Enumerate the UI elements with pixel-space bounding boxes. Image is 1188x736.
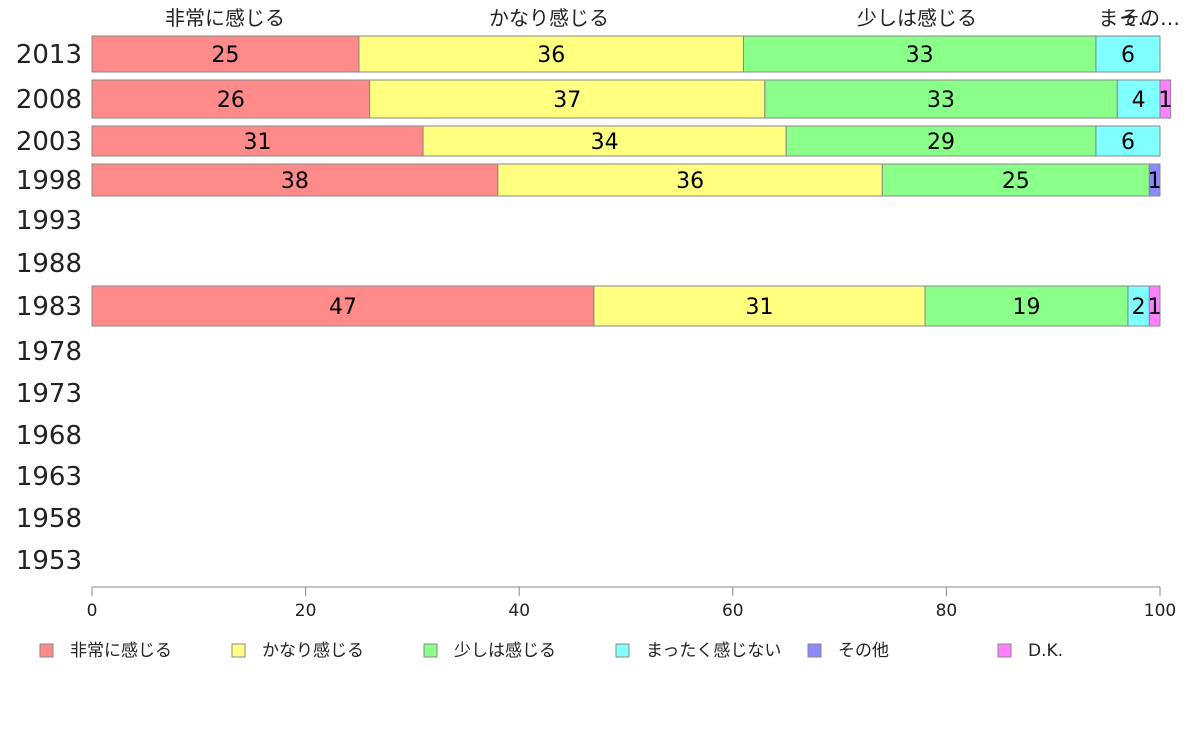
- bar-value-2008-5: 1: [1158, 88, 1172, 113]
- year-label-1968: 1968: [16, 421, 82, 451]
- bar-value-1983-0: 47: [329, 295, 357, 320]
- bar-value-2008-1: 37: [553, 88, 581, 113]
- legend: 非常に感じる かなり感じる 少しは感じる まったく感じない その他 D.K.: [39, 641, 1063, 661]
- bar-value-1983-3: 2: [1132, 295, 1146, 320]
- bar-2013-2: [742, 35, 1097, 73]
- bar-value-1998-2: 25: [1002, 169, 1030, 194]
- bar-value-2003-3: 6: [1121, 130, 1135, 155]
- top-label-2: 少しは感じる: [857, 6, 977, 30]
- year-label-1988: 1988: [16, 249, 82, 279]
- bar-2013-0: [91, 35, 360, 73]
- x-tick-label-60: 60: [722, 601, 744, 621]
- bar-value-2003-2: 29: [927, 130, 955, 155]
- bar-2003-3: [1095, 125, 1161, 157]
- bars-area: 25 36 33 626 37 33 4 131 34 29 638 36 25 147 31 19 2 1: [91, 35, 1172, 327]
- x-tick-label-0: 0: [87, 601, 98, 621]
- bar-value-2008-3: 4: [1132, 88, 1146, 113]
- x-axis: 0 20 40 60 80 100: [87, 586, 1176, 621]
- bar-2008-3: [1116, 79, 1161, 119]
- bar-1983-1: [593, 285, 926, 327]
- x-tick-label-20: 20: [295, 601, 317, 621]
- top-label-4: その…: [1120, 6, 1180, 30]
- bar-1983-0: [91, 285, 595, 327]
- year-label-2013: 2013: [16, 40, 82, 70]
- bar-value-2013-2: 33: [906, 43, 934, 68]
- legend-swatch-3: [615, 643, 630, 658]
- bar-value-2003-1: 34: [591, 130, 619, 155]
- legend-label-3: まったく感じない: [646, 641, 781, 661]
- top-category-labels: 非常に感じる かなり感じる 少しは感じる まっ…その…: [165, 6, 1180, 30]
- bar-1998-4: [1148, 163, 1161, 197]
- bar-value-2003-0: 31: [244, 130, 272, 155]
- bar-value-2008-0: 26: [217, 88, 245, 113]
- bar-value-2008-2: 33: [927, 88, 955, 113]
- bar-1983-5: [1148, 285, 1161, 327]
- year-label-2003: 2003: [16, 127, 82, 157]
- year-label-1993: 1993: [16, 206, 82, 236]
- top-label-0: 非常に感じる: [165, 6, 285, 30]
- bar-1998-1: [497, 163, 883, 197]
- legend-label-0: 非常に感じる: [70, 641, 172, 661]
- top-label-3: まっ…: [1098, 6, 1157, 30]
- bar-2003-2: [785, 125, 1097, 157]
- year-label-1958: 1958: [16, 504, 82, 534]
- year-axis-labels: 2013 2008 2003 1998 1993 1988 1983 1978 1973 1968…: [16, 40, 82, 576]
- bar-value-1983-5: 1: [1148, 295, 1162, 320]
- bar-value-2013-0: 25: [212, 43, 240, 68]
- legend-label-1: かなり感じる: [262, 641, 364, 661]
- bar-2003-1: [422, 125, 787, 157]
- bar-value-2013-3: 6: [1121, 43, 1135, 68]
- bar-2013-3: [1095, 35, 1161, 73]
- legend-label-4: その他: [838, 641, 889, 661]
- legend-label-5: D.K.: [1028, 641, 1063, 661]
- bar-value-1998-0: 38: [281, 169, 309, 194]
- bar-2013-1: [358, 35, 744, 73]
- bar-value-1998-1: 36: [676, 169, 704, 194]
- legend-swatch-0: [39, 643, 54, 658]
- year-label-1978: 1978: [16, 337, 82, 367]
- bar-2008-5: [1159, 79, 1172, 119]
- x-tick-label-80: 80: [936, 601, 958, 621]
- legend-swatch-5: [997, 643, 1012, 658]
- top-label-1: かなり感じる: [489, 6, 609, 30]
- year-label-1983: 1983: [16, 292, 82, 322]
- x-tick-label-100: 100: [1144, 601, 1176, 621]
- bar-2003-0: [91, 125, 424, 157]
- bar-2008-2: [764, 79, 1118, 119]
- bar-2008-1: [369, 79, 766, 119]
- bar-2008-0: [91, 79, 371, 119]
- bar-value-1983-1: 31: [746, 295, 774, 320]
- legend-swatch-4: [807, 643, 822, 658]
- bar-value-1983-2: 19: [1013, 295, 1041, 320]
- bar-value-1998-4: 1: [1148, 169, 1162, 194]
- legend-label-2: 少しは感じる: [454, 641, 556, 661]
- legend-swatch-2: [423, 643, 438, 658]
- legend-swatch-1: [231, 643, 246, 658]
- year-label-1963: 1963: [16, 462, 82, 492]
- year-label-1998: 1998: [16, 166, 82, 196]
- x-tick-label-40: 40: [508, 601, 530, 621]
- bar-value-2013-1: 36: [537, 43, 565, 68]
- year-label-1973: 1973: [16, 379, 82, 409]
- year-label-1953: 1953: [16, 546, 82, 576]
- year-label-2008: 2008: [16, 85, 82, 115]
